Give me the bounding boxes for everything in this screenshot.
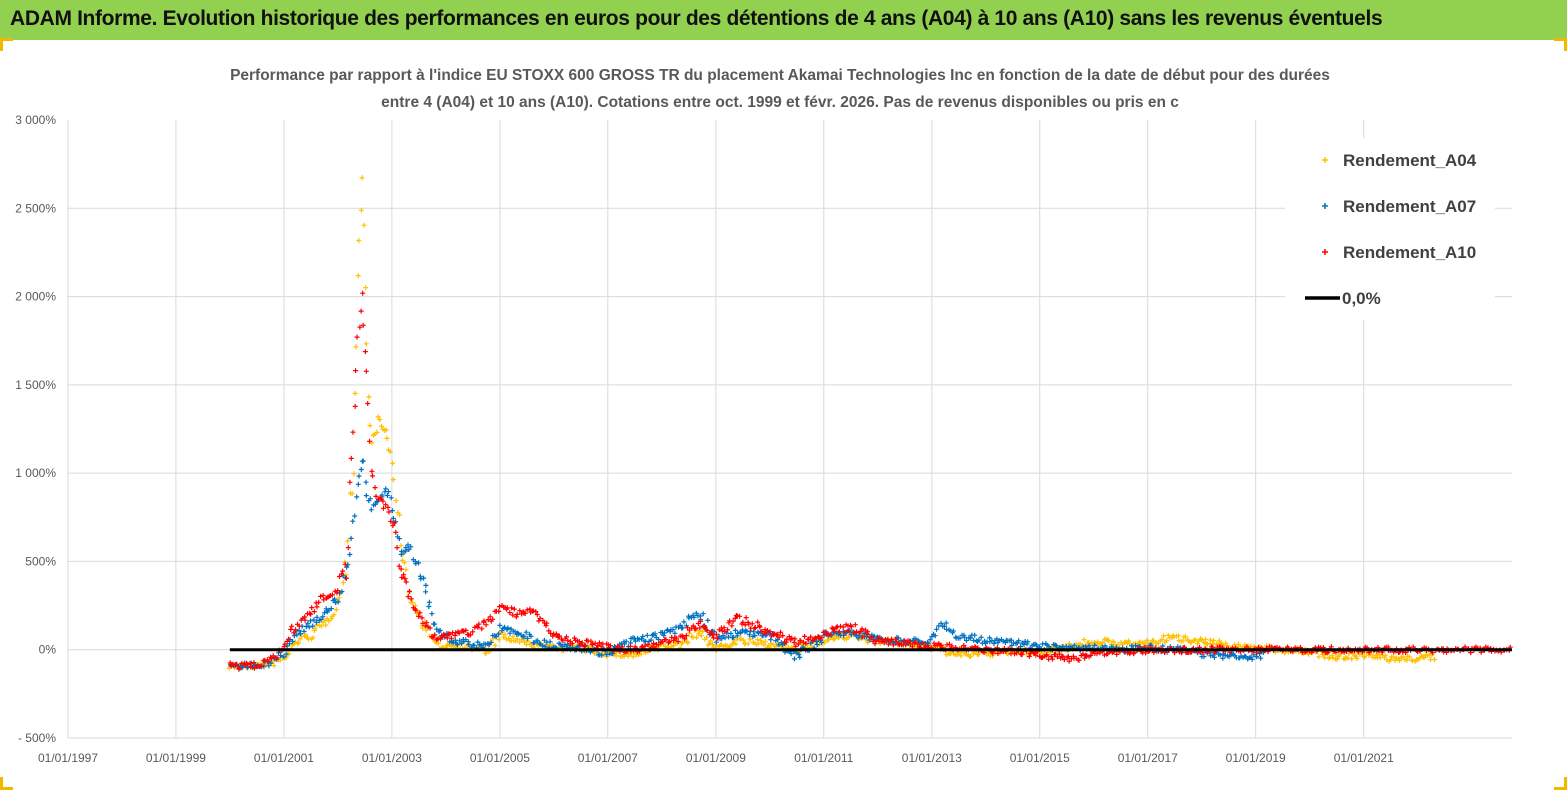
y-tick-label: 0% [39, 643, 57, 657]
legend-label: Rendement_A04 [1343, 151, 1477, 170]
legend-marker [1322, 157, 1328, 163]
y-tick-label: - 500% [18, 731, 56, 745]
y-tick-label: 2 500% [15, 201, 56, 215]
legend-item: 0,0% [1305, 289, 1381, 308]
corner-mark-bottom-left [0, 777, 13, 790]
series-rendement-a07 [228, 458, 1266, 671]
y-tick-label: 2 000% [15, 290, 56, 304]
legend-item: Rendement_A10 [1322, 243, 1476, 262]
y-axis: - 500% 0% 500% 1 000% 1 500% 2 000% 2 500% 3 00… [15, 113, 56, 745]
chart-title: Performance par rapport à l'indice EU ST… [230, 67, 1330, 111]
x-tick-label: 01/01/1997 [38, 751, 98, 765]
corner-mark-top-right [1554, 38, 1567, 51]
legend-label: 0,0% [1342, 289, 1381, 308]
header-bar: ADAM Informe. Evolution historique des p… [0, 0, 1567, 42]
corner-mark-top-left [0, 38, 13, 51]
corner-mark-bottom-right [1554, 777, 1567, 790]
chart-legend: Rendement_A04 Rendement_A07 Rendement_A10 0… [1285, 138, 1495, 320]
y-tick-label: 1 500% [15, 378, 56, 392]
x-tick-label: 01/01/2009 [686, 751, 746, 765]
x-tick-label: 01/01/2013 [902, 751, 962, 765]
legend-marker [1322, 249, 1328, 255]
x-tick-label: 01/01/2005 [470, 751, 530, 765]
x-tick-label: 01/01/2015 [1010, 751, 1070, 765]
legend-background [1285, 138, 1495, 320]
chart-title-line: entre 4 (A04) et 10 ans (A10). Cotations… [381, 94, 1179, 111]
x-axis: 01/01/1997 01/01/1999 01/01/2001 01/01/2003… [38, 751, 1394, 765]
x-tick-label: 01/01/2003 [362, 751, 422, 765]
y-tick-label: 3 000% [15, 113, 56, 127]
scatter-chart: Performance par rapport à l'indice EU ST… [15, 67, 1513, 765]
legend-marker [1322, 203, 1328, 209]
legend-label: Rendement_A07 [1343, 197, 1476, 216]
x-tick-label: 01/01/1999 [146, 751, 206, 765]
x-tick-label: 01/01/2019 [1226, 751, 1286, 765]
page-title: ADAM Informe. Evolution historique des p… [10, 7, 1383, 30]
x-tick-label: 01/01/2011 [794, 751, 853, 765]
series-rendement-a10 [227, 290, 1513, 672]
legend-item: Rendement_A07 [1322, 197, 1476, 216]
x-tick-label: 01/01/2001 [254, 751, 314, 765]
legend-item: Rendement_A04 [1322, 151, 1477, 170]
y-tick-label: 500% [25, 554, 56, 568]
chart-title-line: Performance par rapport à l'indice EU ST… [230, 67, 1330, 84]
x-tick-label: 01/01/2007 [578, 751, 638, 765]
x-tick-label: 01/01/2021 [1334, 751, 1394, 765]
x-tick-label: 01/01/2017 [1118, 751, 1178, 765]
y-tick-label: 1 000% [15, 466, 56, 480]
legend-label: Rendement_A10 [1343, 243, 1476, 262]
